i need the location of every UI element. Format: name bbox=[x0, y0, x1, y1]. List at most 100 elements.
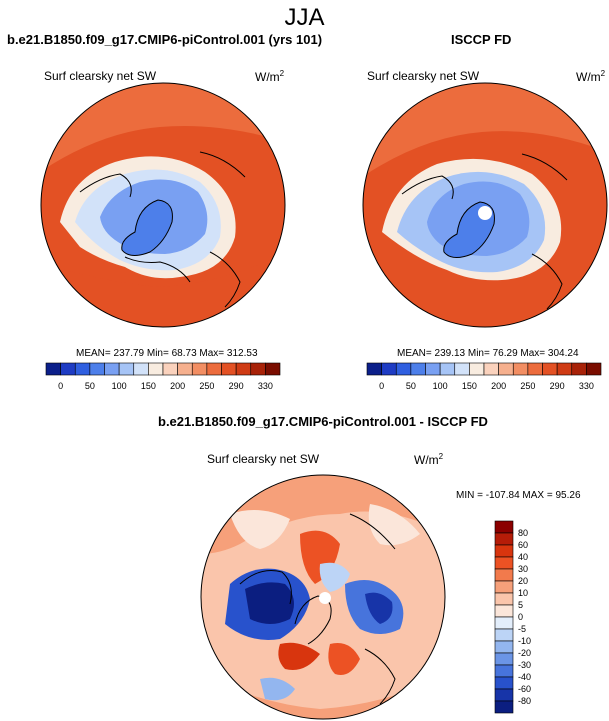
bottom-map-red-patch-2 bbox=[278, 642, 320, 670]
bottom-map-blue-core-2 bbox=[365, 592, 393, 624]
bottom-colorbar-box bbox=[494, 616, 514, 630]
bottom-colorbar-box bbox=[494, 700, 514, 714]
right-colorbar-labels: 0 50 100 150 200 250 290 330 bbox=[379, 381, 594, 391]
right-map-pole-hole bbox=[478, 206, 492, 220]
bottom-colorbar-label: -40 bbox=[518, 672, 531, 682]
right-colorbar-box bbox=[483, 362, 499, 376]
bottom-colorbar-box bbox=[494, 556, 514, 570]
right-map-border bbox=[362, 82, 608, 328]
right-colorbar-box bbox=[498, 362, 514, 376]
bottom-colorbar-labels: 80 60 40 30 20 10 5 0 -5 -10 -20 -30 -40 -60 -80 bbox=[518, 528, 531, 706]
bottom-colorbar-label: 20 bbox=[518, 576, 528, 586]
left-units-exp: 2 bbox=[279, 69, 285, 78]
left-colorbar-box bbox=[118, 362, 135, 376]
left-colorbar-box bbox=[206, 362, 222, 376]
bottom-colorbar-label: 40 bbox=[518, 552, 528, 562]
right-stats: MEAN= 239.13 Min= 76.29 Max= 304.24 bbox=[397, 348, 579, 359]
left-colorbar-box bbox=[104, 362, 120, 376]
bottom-map-coastline-2 bbox=[294, 595, 332, 645]
left-map-coastline-2 bbox=[79, 173, 132, 198]
left-colorbar-labels: 0 50 100 150 200 250 290 330 bbox=[58, 381, 273, 391]
right-colorbar-label: 100 bbox=[433, 381, 448, 391]
right-map-coastline-3 bbox=[531, 253, 563, 310]
right-units-base: W/m bbox=[576, 70, 601, 84]
left-units-base: W/m bbox=[255, 70, 280, 84]
left-colorbar-box bbox=[191, 362, 208, 376]
right-colorbar-box bbox=[527, 362, 543, 376]
left-colorbar-label: 330 bbox=[258, 381, 273, 391]
left-map-band-south bbox=[41, 252, 285, 327]
bottom-map-blue-patch-3 bbox=[260, 677, 295, 701]
bottom-colorbar-label: 5 bbox=[518, 600, 523, 610]
left-colorbar-label: 0 bbox=[58, 381, 63, 391]
right-colorbar-boxes bbox=[366, 362, 602, 376]
left-colorbar-box bbox=[162, 362, 178, 376]
left-map-band-north bbox=[41, 83, 285, 172]
left-colorbar-box bbox=[45, 362, 61, 376]
bottom-colorbar-box bbox=[494, 592, 514, 606]
left-map-greenland bbox=[121, 200, 173, 256]
left-colorbar-label: 290 bbox=[229, 381, 244, 391]
bottom-colorbar-box bbox=[494, 520, 514, 534]
right-colorbar-box bbox=[571, 362, 587, 376]
left-colorbar-boxes bbox=[45, 362, 281, 376]
right-colorbar-box bbox=[381, 362, 397, 376]
bottom-colorbar-box bbox=[494, 640, 514, 654]
right-colorbar-box bbox=[425, 362, 441, 376]
bottom-units-base: W/m bbox=[414, 453, 439, 467]
left-colorbar-box bbox=[221, 362, 237, 376]
right-map-coastline-1 bbox=[521, 153, 568, 181]
left-colorbar-box bbox=[265, 362, 281, 376]
bottom-map-pale-patch-1 bbox=[230, 510, 290, 549]
left-map-coastline-4 bbox=[209, 251, 241, 308]
left-panel-title: b.e21.B1850.f09_g17.CMIP6-piControl.001 … bbox=[7, 32, 323, 47]
right-panel-title: ISCCP FD bbox=[451, 32, 512, 47]
left-colorbar-label: 150 bbox=[141, 381, 156, 391]
right-colorbar-box bbox=[556, 362, 573, 376]
left-colorbar-box bbox=[250, 362, 266, 376]
bottom-map-coastline-1 bbox=[239, 570, 292, 605]
left-colorbar-box bbox=[235, 362, 252, 376]
bottom-colorbar-box bbox=[494, 532, 514, 546]
left-variable-label: Surf clearsky net SW bbox=[44, 69, 157, 83]
left-units-label: W/m2 bbox=[255, 69, 284, 84]
left-colorbar-box bbox=[148, 362, 164, 376]
left-colorbar-label: 200 bbox=[170, 381, 185, 391]
left-colorbar-box bbox=[177, 362, 193, 376]
left-stats: MEAN= 237.79 Min= 68.73 Max= 312.53 bbox=[76, 348, 258, 359]
left-map-coastline-1 bbox=[199, 151, 246, 178]
right-colorbar: 0 50 100 150 200 250 290 330 bbox=[366, 362, 602, 391]
bottom-map-red-patch-3 bbox=[328, 643, 360, 675]
left-map-border bbox=[40, 82, 286, 328]
right-colorbar-label: 50 bbox=[406, 381, 416, 391]
left-colorbar-box bbox=[74, 362, 91, 376]
bottom-colorbar-label: 80 bbox=[518, 528, 528, 538]
right-colorbar-box bbox=[512, 362, 529, 376]
left-colorbar-label: 250 bbox=[199, 381, 214, 391]
bottom-map-border bbox=[200, 474, 446, 720]
bottom-polar-map bbox=[200, 474, 446, 720]
bottom-stats: MIN = -107.84 MAX = 95.26 bbox=[456, 490, 581, 501]
right-colorbar-box bbox=[454, 362, 470, 376]
bottom-colorbar-box bbox=[494, 688, 514, 702]
right-colorbar-label: 0 bbox=[379, 381, 384, 391]
right-variable-label: Surf clearsky net SW bbox=[367, 69, 480, 83]
bottom-colorbar-label: -60 bbox=[518, 684, 531, 694]
bottom-colorbar-label: -5 bbox=[518, 624, 526, 634]
right-colorbar-box bbox=[469, 362, 485, 376]
bottom-panel-title: b.e21.B1850.f09_g17.CMIP6-piControl.001 … bbox=[158, 414, 488, 429]
right-colorbar-label: 200 bbox=[491, 381, 506, 391]
left-colorbar-label: 50 bbox=[85, 381, 95, 391]
bottom-colorbar-label: 0 bbox=[518, 612, 523, 622]
bottom-map-band-north bbox=[201, 475, 445, 554]
left-map-greenland-outline bbox=[121, 199, 173, 256]
bottom-colorbar-label: -10 bbox=[518, 636, 531, 646]
bottom-units-exp: 2 bbox=[438, 452, 444, 461]
bottom-colorbar-box bbox=[494, 580, 514, 594]
right-colorbar-box bbox=[542, 362, 558, 376]
bottom-map-pole-hole bbox=[319, 592, 331, 604]
bottom-colorbar-boxes bbox=[494, 520, 514, 714]
left-colorbar-box bbox=[133, 362, 149, 376]
left-map-coastline-3 bbox=[124, 256, 191, 283]
bottom-colorbar-box bbox=[494, 664, 514, 678]
